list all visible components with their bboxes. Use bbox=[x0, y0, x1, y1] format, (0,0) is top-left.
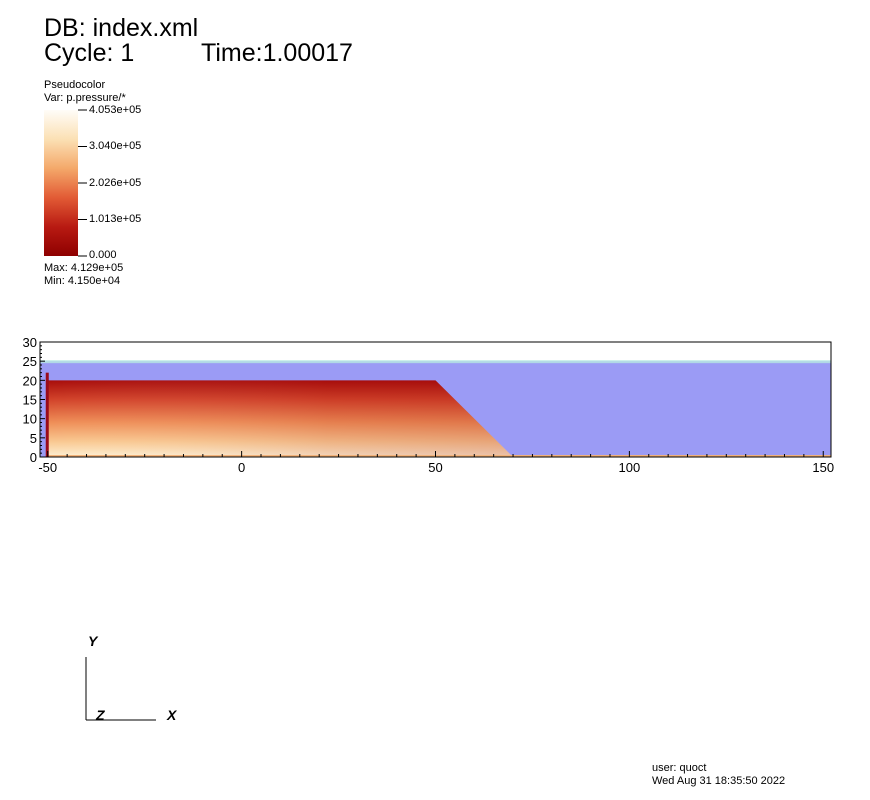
cycle-label: Cycle: 1 bbox=[44, 39, 135, 67]
y-tick-label: 15 bbox=[23, 393, 37, 408]
x-tick-label: 100 bbox=[619, 460, 641, 475]
y-tick-label: 25 bbox=[23, 354, 37, 369]
legend-max: Max: 4.129e+05 bbox=[44, 262, 124, 274]
axis-triad bbox=[85, 657, 156, 721]
post bbox=[45, 372, 49, 457]
date-label: Wed Aug 31 18:35:50 2022 bbox=[652, 775, 786, 787]
legend-min: Min: 4.150e+04 bbox=[44, 275, 121, 287]
y-axis: 0 5 10 15 20 25 30 bbox=[23, 335, 45, 465]
triad-z-label: Z bbox=[96, 707, 105, 723]
y-tick-label: 0 bbox=[30, 450, 37, 465]
colorbar-gradient bbox=[44, 110, 78, 256]
triad-x-label: X bbox=[167, 707, 177, 723]
legend-tick-2: 2.026e+05 bbox=[89, 177, 142, 189]
x-tick-label: 0 bbox=[238, 460, 245, 475]
y-tick-label: 10 bbox=[23, 412, 37, 427]
x-tick-label: 50 bbox=[428, 460, 442, 475]
legend-tick-1: 3.040e+05 bbox=[89, 140, 142, 152]
y-tick-label: 20 bbox=[23, 373, 37, 388]
x-axis: -50 0 50 100 150 bbox=[38, 451, 834, 475]
legend-tick-0: 4.053e+05 bbox=[89, 104, 142, 116]
x-tick-label: -50 bbox=[38, 460, 57, 475]
legend-tick-3: 1.013e+05 bbox=[89, 213, 142, 225]
x-tick-label: 150 bbox=[812, 460, 834, 475]
user-label: user: quoct bbox=[652, 762, 707, 774]
db-title: DB: index.xml bbox=[44, 14, 199, 42]
water-surface bbox=[40, 360, 831, 364]
legend-variable: Var: p.pressure/* bbox=[44, 92, 126, 104]
colorbar bbox=[44, 109, 87, 257]
y-tick-label: 5 bbox=[30, 431, 37, 446]
triad-y-label: Y bbox=[88, 633, 98, 649]
legend-plot-type: Pseudocolor bbox=[44, 79, 106, 91]
time-label: Time:1.00017 bbox=[201, 39, 353, 67]
legend-tick-4: 0.000 bbox=[89, 249, 117, 261]
embankment-shading bbox=[47, 380, 514, 457]
colorbar-ticks bbox=[78, 109, 87, 257]
y-tick-label: 30 bbox=[23, 335, 37, 350]
